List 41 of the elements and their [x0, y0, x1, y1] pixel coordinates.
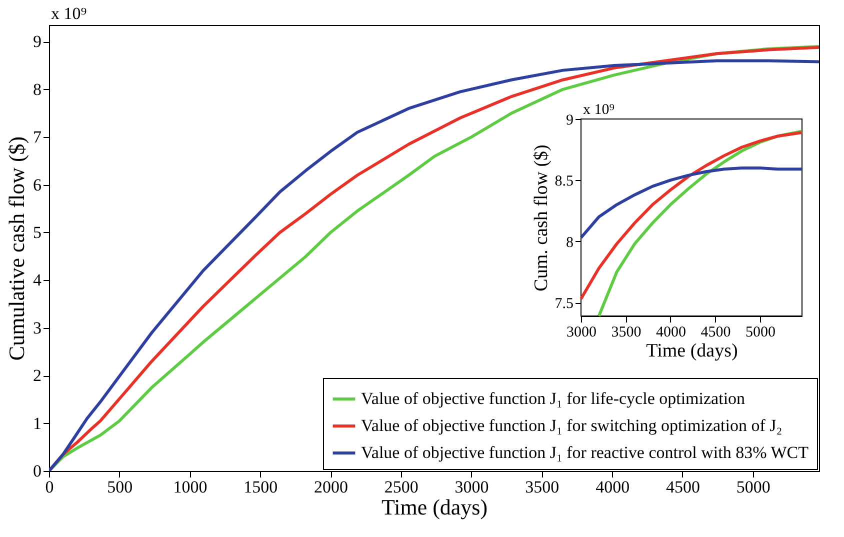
legend-label: Value of objective function J₁ for switching optimization of J₂: [361, 416, 782, 435]
annotation: x 10⁹: [583, 102, 614, 118]
y-tick-label: 9: [566, 112, 574, 128]
y-tick-label: 9: [33, 32, 42, 52]
y-tick-label: 8: [566, 234, 574, 251]
x-tick-label: 0: [45, 478, 54, 496]
x-tick-label: 5000: [736, 478, 770, 496]
y-tick-label: 1: [33, 414, 42, 433]
y-tick-label: 7: [33, 128, 42, 147]
x-tick-label: 5000: [745, 324, 776, 340]
y-axis-title: Cum. cash flow ($): [530, 144, 552, 292]
x-tick-label: 4500: [666, 478, 700, 496]
x-axis-title: Time (days): [381, 494, 488, 520]
y-tick-label: 4: [33, 270, 42, 290]
y-tick-label: 8: [33, 80, 42, 99]
x-tick-label: 2500: [384, 478, 418, 496]
x-tick-label: 4000: [596, 478, 630, 496]
y-tick-label: 8.5: [554, 174, 574, 190]
x-tick-label: 500: [107, 478, 133, 496]
y-tick-label: 2: [33, 366, 42, 386]
y-tick-label: 5: [33, 222, 42, 242]
x-tick-label: 3500: [525, 478, 560, 496]
x-tick-label: 4500: [700, 324, 731, 340]
y-tick-label: 7.5: [554, 296, 574, 312]
y-tick-label: 6: [33, 175, 42, 194]
text: x 10⁹: [51, 4, 87, 23]
line-series: [580, 130, 804, 300]
x-tick-label: 3000: [566, 324, 596, 340]
y-tick-label: 0: [33, 462, 42, 480]
y-tick-label: 3: [33, 318, 42, 338]
legend-label: Value of objective function J₁ for life-cycle optimization: [361, 389, 746, 408]
x-tick-label: 4000: [656, 324, 686, 340]
x-tick-label: 1000: [173, 478, 208, 496]
x-tick-label: 1500: [244, 478, 278, 496]
y-axis-title: Cumulative cash flow ($): [4, 136, 29, 361]
legend-label: Value of objective function J₁ for reactive control with 83% WCT: [361, 443, 810, 462]
x-tick-label: 3000: [454, 478, 489, 496]
x-tick-label: 3500: [611, 324, 642, 340]
x-tick-label: 2000: [314, 478, 348, 496]
x-axis-title: Time (days): [646, 340, 738, 362]
line-series: [580, 166, 804, 240]
